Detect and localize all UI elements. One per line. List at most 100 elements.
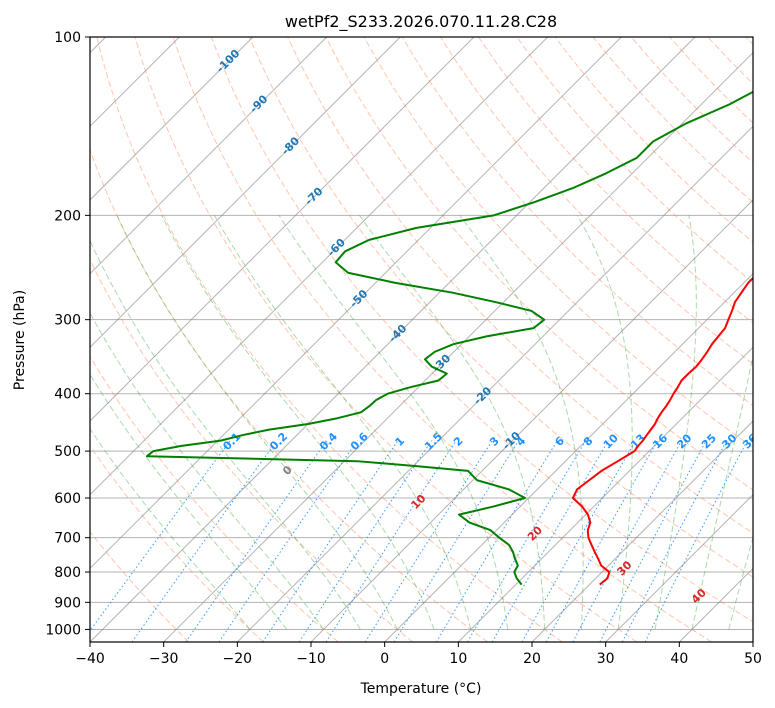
moist-adiabat-line: [90, 311, 324, 630]
dry-adiabat-line: [90, 531, 190, 642]
dry-adiabat-line: [592, 37, 753, 203]
moist-adiabat-line: [161, 215, 435, 630]
isotherm-line: [90, 37, 328, 275]
x-tick-label: 50: [744, 651, 762, 667]
mixing-ratio-line: [599, 440, 707, 642]
moist-adiabat-lines: [90, 215, 753, 630]
isotherm-line: [90, 37, 401, 349]
dewpoint-line: [145, 90, 753, 586]
y-tick-label: 1000: [45, 622, 81, 638]
y-tick-label: 600: [54, 491, 81, 507]
isotherm-line: [90, 37, 622, 570]
moist-adiabat-line: [116, 215, 398, 630]
isotherm-line: [384, 272, 753, 642]
mixing-ratio-line: [325, 440, 457, 642]
dry-adiabat-line: [325, 37, 753, 491]
y-tick-label: 800: [54, 565, 81, 581]
mixing-ratio-line: [218, 440, 358, 642]
mixing-ratio-line: [572, 440, 683, 642]
mixing-ratio-label: 0.4: [317, 430, 340, 453]
x-tick-label: 30: [597, 651, 615, 667]
mixing-ratio-label: 20: [674, 431, 694, 451]
x-tick-label: 40: [670, 651, 688, 667]
dry-adiabat-line: [439, 37, 753, 365]
mixing-ratio-label: 4: [514, 434, 529, 449]
mixing-ratio-label: 0.1: [220, 430, 243, 453]
x-tick-label: −10: [296, 651, 326, 667]
chart-title: wetPf2_S233.2026.070.11.28.C28: [285, 12, 557, 32]
moist-adiabat-label: 20: [525, 523, 545, 543]
isotherm-line: [90, 37, 254, 201]
axes: −40 −30 −20 −10 0 10 20 30 40 5010020030040050060…: [45, 30, 762, 667]
y-tick-label: 100: [54, 30, 81, 46]
dry-adiabat-line: [287, 37, 753, 534]
mixing-ratio-label: 1.5: [422, 430, 445, 453]
y-tick-label: 400: [54, 387, 81, 403]
pressure-gridlines: [90, 37, 753, 630]
mixing-ratio-label: 2: [451, 434, 466, 449]
moist-adiabat-line: [358, 215, 546, 630]
mixing-ratio-line: [262, 440, 399, 642]
x-tick-label: 0: [380, 651, 389, 667]
dry-adiabat-line: [745, 37, 753, 45]
mixing-ratio-line: [185, 440, 328, 642]
dry-adiabat-line: [90, 445, 264, 642]
dry-adiabat-lines: [90, 37, 753, 642]
isotherm-lines: [90, 37, 753, 642]
isotherm-line: [605, 493, 753, 642]
dry-adiabat-line: [707, 37, 753, 85]
x-tick-label: 10: [449, 651, 467, 667]
moist-adiabat-label: 0: [280, 463, 295, 478]
dry-adiabat-line: [90, 148, 488, 642]
isotherm-line: [531, 420, 753, 642]
plot-frame: [89, 36, 754, 643]
mixing-ratio-label: 8: [581, 434, 596, 449]
mixing-ratio-line: [435, 440, 558, 642]
moist-adiabat-label: 40: [689, 586, 709, 606]
temperature-line: [571, 276, 753, 586]
moist-adiabat-line: [90, 427, 251, 630]
x-tick-label: −20: [223, 651, 253, 667]
moist-adiabat-label: 10: [408, 492, 428, 512]
x-tick-label: −30: [149, 651, 179, 667]
mixing-ratio-line: [545, 440, 659, 642]
mixing-ratio-line: [90, 440, 231, 632]
mixing-ratio-lines: [90, 440, 748, 642]
isotherm-line: [90, 37, 475, 422]
moist-adiabat-line: [576, 215, 633, 630]
moist-adiabat-line: [459, 215, 584, 630]
moist-adiabat-line: [90, 239, 361, 630]
x-tick-label: −40: [75, 651, 105, 667]
moist-adiabat-line: [278, 215, 509, 630]
mixing-ratio-line: [131, 440, 278, 642]
dry-adiabat-line: [90, 258, 414, 642]
y-tick-label: 900: [54, 595, 81, 611]
dry-adiabat-line: [249, 37, 753, 578]
moist-adiabat-line: [90, 373, 288, 630]
x-axis-title: Temperature (°C): [360, 681, 482, 697]
moist-adiabat-line: [728, 535, 753, 630]
moist-adiabat-line: [213, 215, 472, 630]
dry-adiabat-line: [90, 355, 339, 642]
mixing-ratio-label: 30: [719, 431, 739, 451]
mixing-ratio-line: [298, 440, 432, 642]
y-axis-title: Pressure (hPa): [12, 290, 28, 390]
isotherm-line: [457, 346, 753, 642]
mixing-ratio-label: 13: [628, 432, 648, 452]
mixing-ratio-line: [393, 440, 520, 642]
isotherm-line: [310, 199, 753, 642]
mixing-ratio-label: 0.6: [348, 430, 371, 453]
mixing-ratio-label: 10: [601, 431, 621, 451]
moist-adiabat-label: 30: [615, 558, 635, 578]
plot-area: -100-90-80-70-60-50-40-30-20-100.1 0.2 0.4…: [90, 37, 753, 642]
dry-adiabat-line: [669, 37, 753, 124]
isotherm-line: [678, 567, 753, 642]
dry-adiabat-line: [554, 37, 753, 243]
isotherm-line: [752, 641, 753, 642]
moist-adiabat-line: [654, 215, 697, 630]
mixing-ratio-label: 1: [393, 434, 408, 449]
dry-adiabat-line: [96, 37, 563, 642]
mixing-ratio-label: 6: [552, 434, 567, 449]
isotherm-line: [163, 51, 753, 642]
